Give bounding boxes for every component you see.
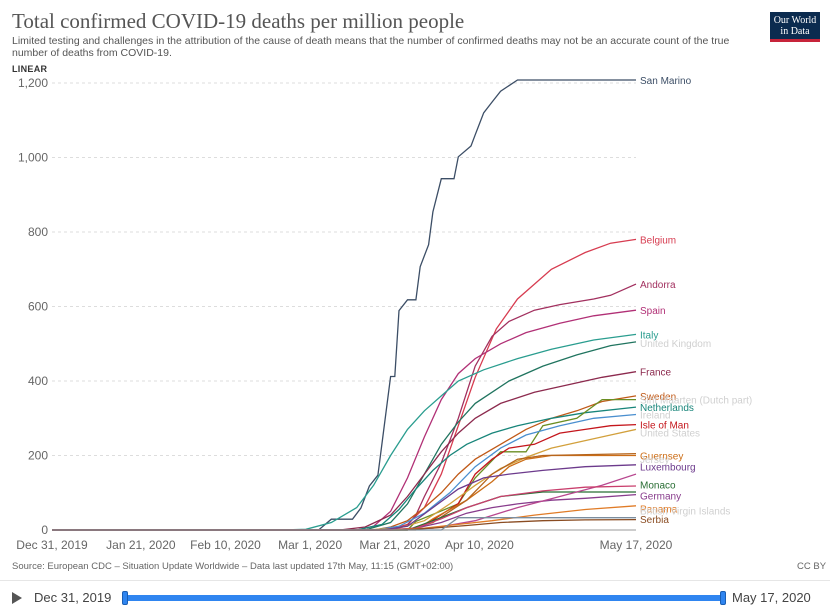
chart-title: Total confirmed COVID-19 deaths per mill… <box>12 9 465 33</box>
x-tick-label: Mar 1, 2020 <box>278 538 342 552</box>
x-tick-label: Jan 21, 2020 <box>106 538 176 552</box>
scale-toggle[interactable]: LINEAR <box>12 64 48 74</box>
owid-logo[interactable]: Our World in Data <box>770 12 820 42</box>
logo-line-1: Our World <box>773 15 817 26</box>
series-label-panama[interactable]: Panama <box>640 504 678 515</box>
series-label-sint-maarten-dutch-part-[interactable]: Sint Maarten (Dutch part) <box>640 396 752 407</box>
chart-subtitle: Limited testing and challenges in the at… <box>12 35 730 59</box>
gridlines <box>52 82 636 456</box>
series-label-ireland[interactable]: Ireland <box>640 411 671 422</box>
series-label-isle-of-man[interactable]: Isle of Man <box>640 421 689 432</box>
license-label[interactable]: CC BY <box>797 561 827 572</box>
y-tick-label: 0 <box>41 523 48 537</box>
timeline-end-handle[interactable] <box>720 591 726 605</box>
series-label-spain[interactable]: Spain <box>640 306 666 317</box>
x-tick-label: May 17, 2020 <box>600 538 673 552</box>
series-lines <box>52 79 637 531</box>
source-note: Source: European CDC – Situation Update … <box>12 561 454 572</box>
timeline: Dec 31, 2019 May 17, 2020 <box>12 588 822 608</box>
series-line-british-virgin-islands[interactable] <box>52 517 636 531</box>
y-tick-label: 200 <box>28 449 48 463</box>
timeline-end-label: May 17, 2020 <box>732 590 811 605</box>
play-icon[interactable] <box>12 592 22 604</box>
series-label-italy[interactable]: Italy <box>640 330 658 341</box>
series-line-serbia[interactable] <box>52 518 637 531</box>
timeline-track[interactable] <box>124 595 724 601</box>
series-label-san-marino[interactable]: San Marino <box>640 76 692 87</box>
series-label-belgium[interactable]: Belgium <box>640 235 676 246</box>
logo-line-2: in Data <box>780 26 810 37</box>
series-label-france[interactable]: France <box>640 368 672 379</box>
line-chart: 0 200 400 600 800 1,000 1,200 Dec 31, 2019 Jan 2… <box>16 76 752 552</box>
footer-divider <box>0 580 830 581</box>
series-line-france[interactable] <box>52 371 637 531</box>
series-label-guernsey[interactable]: Guernsey <box>640 452 683 463</box>
series-line-united-kingdom[interactable] <box>52 341 637 531</box>
x-tick-label: Feb 10, 2020 <box>190 538 261 552</box>
series-line-spain[interactable] <box>52 309 637 531</box>
y-tick-label: 1,000 <box>18 151 48 165</box>
series-label-united-kingdom[interactable]: United Kingdom <box>640 339 711 350</box>
series-label-serbia[interactable]: Serbia <box>640 515 669 526</box>
series-label-andorra[interactable]: Andorra <box>640 280 676 291</box>
axes: 0 200 400 600 800 1,000 1,200 Dec 31, 2019 Jan 2… <box>16 76 672 552</box>
x-tick-label: Dec 31, 2019 <box>16 538 88 552</box>
x-tick-label: Apr 10, 2020 <box>445 538 514 552</box>
series-line-italy[interactable] <box>52 333 637 531</box>
series-label-luxembourg[interactable]: Luxembourg <box>640 463 696 474</box>
series-label-germany[interactable]: Germany <box>640 492 681 503</box>
y-tick-label: 800 <box>28 225 48 239</box>
series-line-ireland[interactable] <box>52 413 637 531</box>
series-line-sweden[interactable] <box>52 395 637 531</box>
y-tick-label: 400 <box>28 374 48 388</box>
series-line-belgium[interactable] <box>52 238 637 531</box>
series-labels: San MarinoBelgiumAndorraSpainItalyUnited… <box>640 76 752 526</box>
timeline-start-handle[interactable] <box>122 591 128 605</box>
series-line-canada[interactable] <box>52 473 637 531</box>
timeline-start-label: Dec 31, 2019 <box>34 590 112 605</box>
series-label-jersey[interactable]: Jersey <box>640 455 669 466</box>
series-label-netherlands[interactable]: Netherlands <box>640 403 694 414</box>
y-tick-label: 1,200 <box>18 76 48 90</box>
series-line-monaco[interactable] <box>52 491 636 531</box>
series-line-netherlands[interactable] <box>52 406 637 531</box>
series-label-united-states[interactable]: United States <box>640 428 700 439</box>
x-tick-label: Mar 21, 2020 <box>359 538 430 552</box>
series-label-monaco[interactable]: Monaco <box>640 481 676 492</box>
series-label-british-virgin-islands[interactable]: British Virgin Islands <box>640 507 730 518</box>
series-line-andorra[interactable] <box>52 283 637 531</box>
y-tick-label: 600 <box>28 300 48 314</box>
series-label-sweden[interactable]: Sweden <box>640 392 676 403</box>
series-line-san-marino[interactable] <box>52 79 636 531</box>
series-line-luxembourg[interactable] <box>52 464 637 531</box>
